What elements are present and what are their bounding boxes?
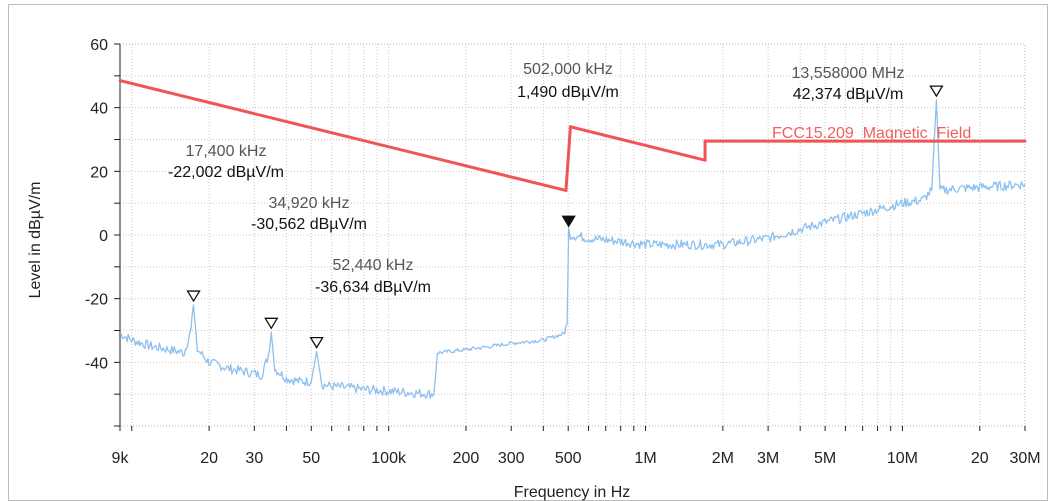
marker-triangle: [186, 290, 201, 303]
marker-frequency-label: 34,920 kHz: [269, 195, 350, 212]
x-tick-label: 50: [302, 450, 320, 467]
x-tick-label: 500: [555, 450, 582, 467]
y-axis-title: Level in dBµV/m: [27, 182, 44, 299]
x-tick-label: 10M: [887, 450, 918, 467]
measurement-series-line: [119, 99, 1026, 400]
y-tick-label: 20: [90, 164, 108, 181]
limit-line-segment: [564, 125, 572, 192]
measurement-trace: [119, 99, 1026, 400]
marker-level-label: -30,562 dBµV/m: [251, 216, 367, 233]
y-tick-label: 0: [99, 228, 108, 245]
marker-frequency-label: 52,440 kHz: [333, 257, 414, 274]
marker-frequency-label: 502,000 kHz: [523, 61, 613, 78]
marker-triangle: [309, 336, 324, 349]
x-tick-label: 300: [498, 450, 525, 467]
marker-triangle: [929, 85, 944, 98]
x-tick-label: 2M: [712, 450, 734, 467]
marker-frequency-label: 13,558000 MHz: [792, 65, 905, 82]
y-tick-label: -40: [85, 355, 108, 372]
marker-level-label: 1,490 dBµV/m: [517, 84, 619, 101]
x-tick-label: 30: [245, 450, 263, 467]
x-tick-label: 200: [453, 450, 480, 467]
marker-frequency-label: 17,400 kHz: [186, 143, 267, 160]
limit-line-segment: [568, 125, 707, 162]
x-tick-label: 20: [200, 450, 218, 467]
marker-triangle-filled: [561, 215, 576, 228]
y-tick-label: 60: [90, 37, 108, 54]
limit-line: [118, 79, 1027, 192]
marker-annotations: 17,400 kHz -22,002 dBµV/m 34,920 kHz -30,56…: [168, 61, 904, 296]
y-tick-label: -20: [85, 292, 108, 309]
x-tick-label: 20: [971, 450, 989, 467]
marker-triangle: [264, 317, 279, 330]
marker-level-label: -36,634 dBµV/m: [315, 279, 431, 296]
limit-line-label: FCC15.209_Magnetic_Field: [772, 125, 971, 142]
marker-level-label: 42,374 dBµV/m: [793, 86, 904, 103]
x-tick-label: 30M: [1009, 450, 1040, 467]
x-tick-label: 9k: [112, 450, 130, 467]
x-tick-label: 100k: [371, 450, 407, 467]
y-tick-label: 40: [90, 101, 108, 118]
x-axis-title: Frequency in Hz: [514, 484, 631, 501]
markers: [186, 85, 944, 349]
x-tick-label: 5M: [814, 450, 836, 467]
limit-line-segment: [118, 79, 568, 192]
x-tick-label: 1M: [634, 450, 656, 467]
marker-level-label: -22,002 dBµV/m: [168, 164, 284, 181]
x-tick-label: 3M: [757, 450, 779, 467]
